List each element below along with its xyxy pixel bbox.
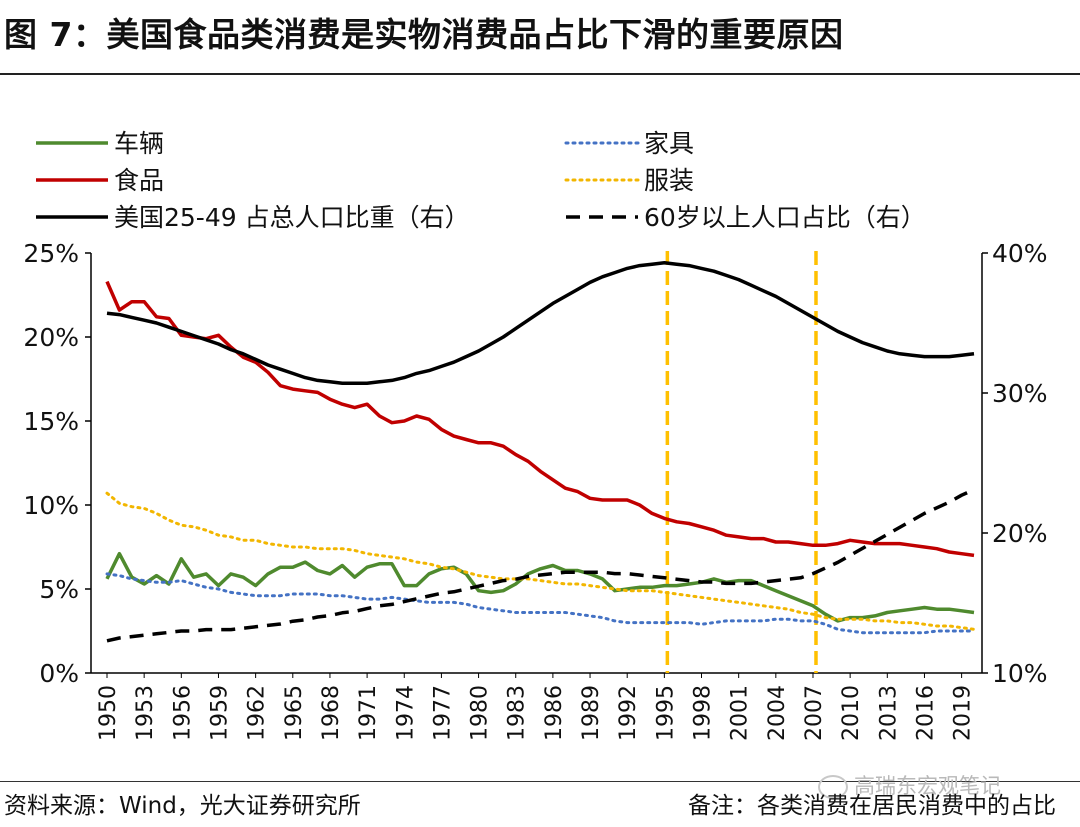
legend-food: 食品 xyxy=(36,166,164,195)
legend-age-60-plus: 60岁以上人口占比（右） xyxy=(566,203,926,232)
x-tick-label: 1962 xyxy=(245,685,270,741)
x-tick-label: 2013 xyxy=(876,685,901,741)
left-tick-label: 15% xyxy=(23,407,79,436)
legend-age-25-49: 美国25-49 占总人口比重（右） xyxy=(36,203,470,232)
source-note: 资料来源：Wind，光大证券研究所 xyxy=(4,793,361,819)
x-tick-label: 1992 xyxy=(616,685,641,741)
axes: 0% 5% 10% 15% 20% 25% 10% 20% 30% 40% xyxy=(23,239,1047,688)
right-tick-label: 40% xyxy=(992,239,1048,268)
legend-age-60-plus-label: 60岁以上人口占比（右） xyxy=(644,203,926,232)
x-tick-label: 1995 xyxy=(653,685,678,741)
x-tick-label: 1959 xyxy=(207,685,232,741)
legend-furniture: 家具 xyxy=(564,129,694,158)
series-line-food xyxy=(105,280,975,558)
series-line-furniture xyxy=(105,572,976,635)
series-line-car xyxy=(105,551,975,623)
left-tick-label: 0% xyxy=(39,659,79,688)
series-line-age-25-49 xyxy=(106,261,975,385)
x-tick-label: 2001 xyxy=(728,685,753,741)
x-tick-label: 1986 xyxy=(542,685,567,741)
right-tick-label: 20% xyxy=(992,519,1048,548)
figure-title: 图 7：美国食品类消费是实物消费品占比下滑的重要原因 xyxy=(4,15,844,54)
vertical-markers xyxy=(665,251,818,673)
x-tick-label: 2019 xyxy=(951,685,976,741)
x-tick-label: 1965 xyxy=(282,685,307,741)
x-tick-label: 1989 xyxy=(579,685,604,741)
series-lines xyxy=(105,261,976,643)
watermark-text: 高瑞东宏观笔记 xyxy=(854,774,1001,798)
left-tick-label: 10% xyxy=(23,491,79,520)
legend-age-25-49-label: 美国25-49 占总人口比重（右） xyxy=(114,203,470,232)
title-rule xyxy=(0,73,1080,75)
series-line-age-60-plus xyxy=(106,488,975,643)
right-tick-label: 30% xyxy=(992,379,1048,408)
x-tick-label: 2007 xyxy=(802,685,827,741)
series-line-clothing xyxy=(105,491,976,631)
x-tick-label: 1977 xyxy=(430,685,455,741)
x-tick-label: 2016 xyxy=(913,685,938,741)
footer-rule xyxy=(0,781,1080,782)
legend-clothing-label: 服装 xyxy=(644,166,694,195)
x-tick-label: 1998 xyxy=(691,685,716,741)
x-tick-label: 1968 xyxy=(319,685,344,741)
x-tick-labels: 1950 1953 1956 1959 1962 1965 1968 1971 1974 1977… xyxy=(96,673,976,741)
remark-note: 备注：各类消费在居民消费中的占比 xyxy=(688,793,1056,819)
x-tick-label: 1983 xyxy=(505,685,530,741)
legend-furniture-label: 家具 xyxy=(644,129,694,158)
left-tick-label: 20% xyxy=(23,323,79,352)
wechat-icon xyxy=(818,775,848,799)
x-tick-label: 2004 xyxy=(765,685,790,741)
x-tick-label: 1953 xyxy=(133,685,158,741)
legend-car-label: 车辆 xyxy=(114,129,164,158)
left-tick-label: 5% xyxy=(39,575,79,604)
x-tick-label: 1956 xyxy=(170,685,195,741)
x-tick-label: 1980 xyxy=(468,685,493,741)
left-tick-label: 25% xyxy=(23,239,79,268)
legend-car: 车辆 xyxy=(36,129,164,158)
right-tick-label: 10% xyxy=(992,659,1048,688)
x-tick-label: 1971 xyxy=(356,685,381,741)
x-tick-label: 2010 xyxy=(839,685,864,741)
watermark: 高瑞东宏观笔记 xyxy=(818,770,1001,800)
x-tick-label: 1950 xyxy=(96,685,121,741)
legend-food-label: 食品 xyxy=(114,166,164,195)
legend-clothing: 服装 xyxy=(564,166,694,195)
x-tick-label: 1974 xyxy=(393,685,418,741)
